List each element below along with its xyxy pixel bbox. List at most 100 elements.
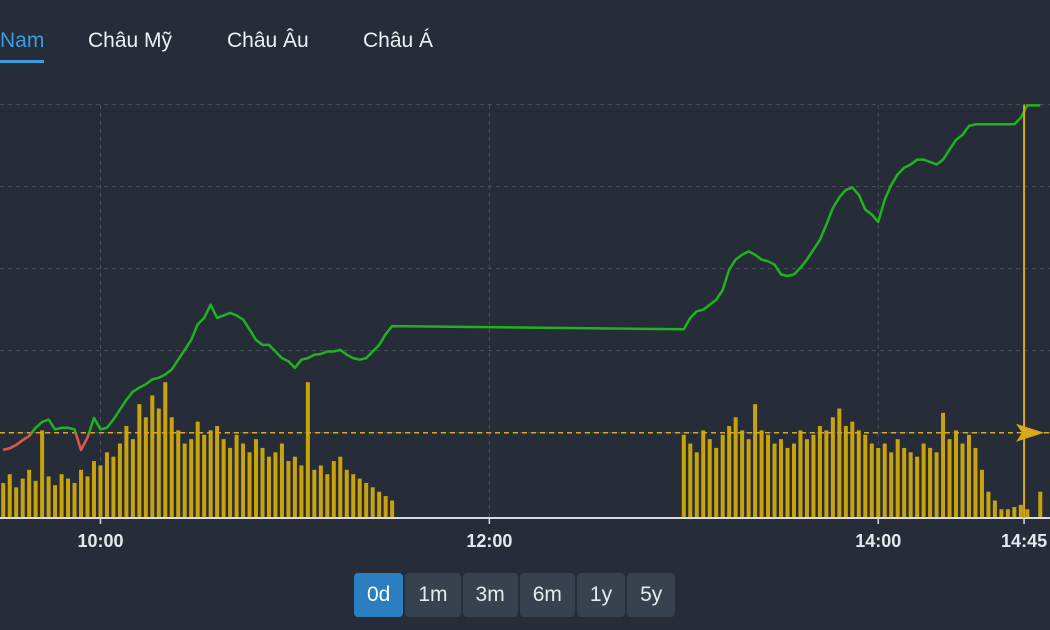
volume-bar	[53, 485, 58, 518]
volume-bar	[79, 469, 84, 518]
volume-bar	[921, 443, 926, 518]
volume-bar	[863, 434, 868, 518]
volume-bar	[40, 430, 45, 518]
volume-bar	[837, 408, 842, 518]
x-tick-label: 14:00	[855, 531, 901, 551]
region-tab[interactable]: Châu Á	[363, 29, 434, 52]
volume-bar	[902, 447, 907, 518]
volume-bar	[195, 421, 200, 518]
volume-bar	[804, 439, 809, 518]
volume-bar	[72, 482, 77, 518]
volume-bar	[856, 430, 861, 518]
volume-bar	[876, 447, 881, 518]
range-buttons: 0d 1m 3m 6m 1y 5y	[354, 573, 676, 617]
volume-bar	[973, 447, 978, 518]
volume-bar	[979, 469, 984, 518]
chart: 10:00 12:00 14:00 14:45	[0, 104, 1050, 551]
volume-bar	[999, 509, 1004, 518]
region-tab[interactable]: Châu Mỹ	[88, 29, 173, 52]
volume-bar	[20, 478, 25, 518]
volume-bar	[325, 474, 330, 518]
volume-bar	[966, 434, 971, 518]
volume-bar	[1018, 504, 1023, 518]
volume-bar	[286, 461, 291, 518]
volume-bar	[169, 417, 174, 518]
volume-bar	[59, 474, 64, 518]
volume-bar	[759, 430, 764, 518]
volume-bar	[266, 456, 271, 518]
volume-bar	[124, 426, 129, 518]
volume-bar	[1005, 509, 1010, 518]
volume-bar	[279, 443, 284, 518]
volume-bar	[688, 443, 693, 518]
volume-bar	[117, 443, 122, 518]
volume-bar	[351, 474, 356, 518]
volume-bar	[928, 447, 933, 518]
volume-bar	[111, 456, 116, 518]
volume-bar	[908, 452, 913, 518]
volume-bar	[91, 461, 96, 518]
volume-bar	[305, 382, 310, 518]
x-tick-label: 10:00	[77, 531, 123, 551]
volume-bar	[791, 443, 796, 518]
volume-bar	[830, 417, 835, 518]
volume-bar	[720, 434, 725, 518]
volume-bar	[992, 500, 997, 518]
volume-bar	[202, 434, 207, 518]
volume-bar	[701, 430, 706, 518]
volume-bar	[98, 465, 103, 518]
volume-bar	[889, 452, 894, 518]
volume-bar	[228, 447, 233, 518]
volume-bar	[364, 482, 369, 518]
volume-bar	[331, 461, 336, 518]
volume-bar	[221, 439, 226, 518]
price-line	[2, 104, 1041, 452]
range-button[interactable]: 1m	[405, 573, 461, 617]
volume-bar	[947, 439, 952, 518]
range-button[interactable]: 1y	[576, 573, 626, 617]
range-button[interactable]: 0d	[354, 573, 404, 617]
volume-bar	[766, 434, 771, 518]
range-button[interactable]: 6m	[519, 573, 575, 617]
volume-bar	[318, 465, 323, 518]
range-button[interactable]: 3m	[462, 573, 518, 617]
volume-bar	[383, 496, 388, 518]
volume-bar	[740, 430, 745, 518]
region-tab[interactable]: Nam	[0, 22, 45, 63]
volume-bar	[357, 478, 362, 518]
volume-bar	[234, 434, 239, 518]
volume-bar	[137, 404, 142, 518]
volume-bar	[714, 447, 719, 518]
volume-bar	[895, 439, 900, 518]
volume-bar	[941, 412, 946, 518]
volume-bar	[377, 491, 382, 518]
volume-bar	[299, 465, 304, 518]
volume-bar	[753, 404, 758, 518]
volume-bar	[215, 426, 220, 518]
volume-bar	[954, 430, 959, 518]
volume-bar	[156, 408, 161, 518]
volume-bar	[727, 426, 732, 518]
volume-bar	[7, 474, 12, 518]
volume-bar	[143, 417, 148, 518]
volume-bar	[163, 382, 168, 518]
volume-bar	[85, 476, 90, 518]
volume-bar	[1038, 491, 1043, 518]
volume-bar	[312, 469, 317, 518]
volume-bar	[1, 482, 6, 518]
volume-bar	[189, 439, 194, 518]
volume-bar	[150, 395, 155, 518]
cursor-arrow	[1016, 423, 1045, 442]
volume-bar	[843, 426, 848, 518]
range-button[interactable]: 5y	[627, 573, 676, 617]
volume-bar	[176, 430, 181, 518]
volume-bar	[338, 456, 343, 518]
volume-bar	[344, 469, 349, 518]
region-tab[interactable]: Châu Âu	[227, 29, 309, 52]
volume-bar	[46, 476, 51, 518]
volume-bar	[882, 443, 887, 518]
volume-bar	[772, 443, 777, 518]
volume-bar	[960, 443, 965, 518]
volume-bar	[260, 447, 265, 518]
volume-bar	[104, 452, 109, 518]
